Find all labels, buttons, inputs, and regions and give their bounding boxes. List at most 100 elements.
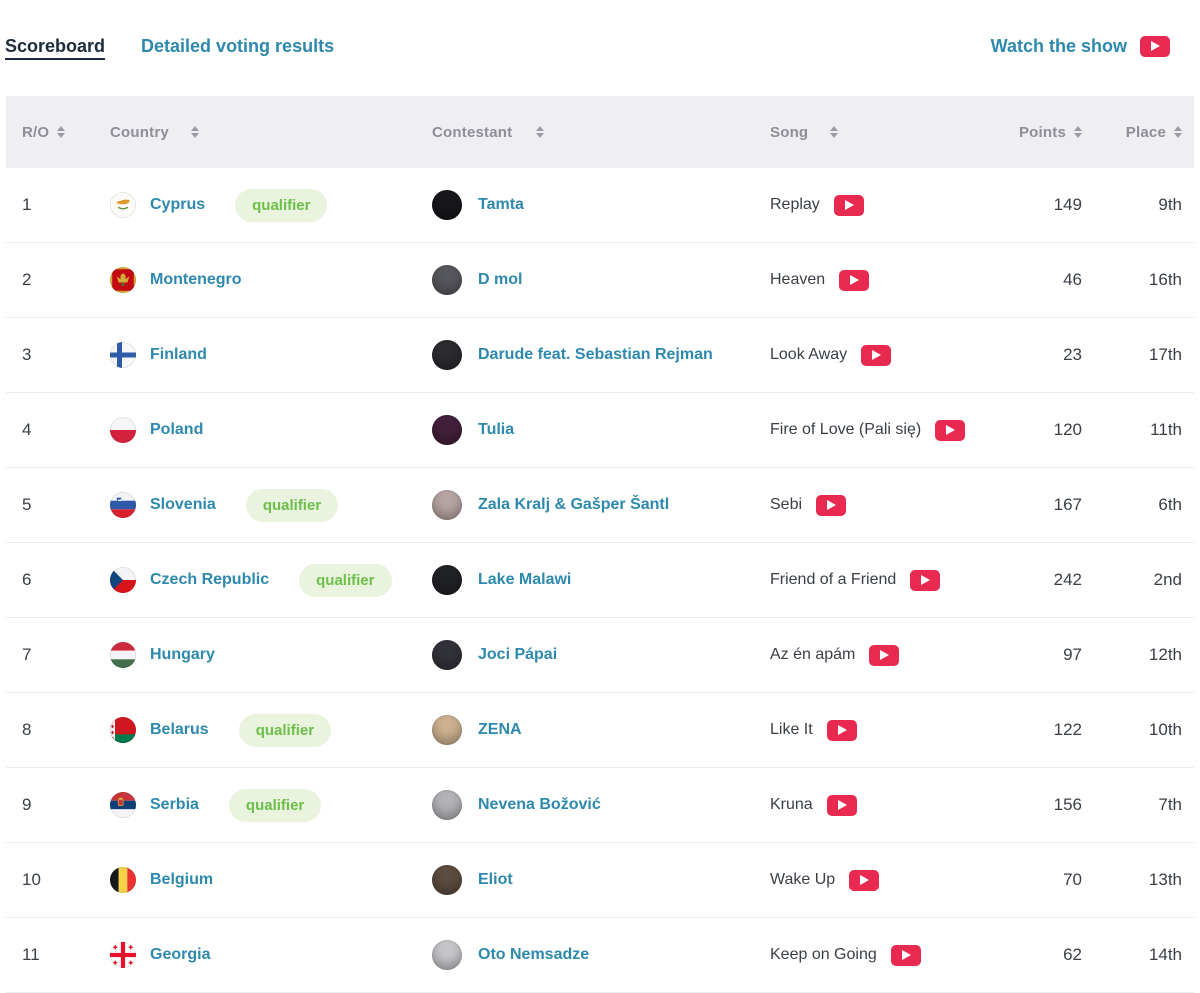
sort-header-run-order[interactable]: R/O xyxy=(6,124,110,141)
country-link[interactable]: Slovenia xyxy=(150,496,216,513)
contestant-cell: Lake Malawi xyxy=(432,565,770,595)
sort-header-country[interactable]: Country xyxy=(110,124,432,141)
youtube-play-icon[interactable] xyxy=(826,794,857,816)
table-row: 6 Czech Republic qualifier Lake Malawi Frien… xyxy=(6,543,1194,618)
song-cell: Wake Up xyxy=(770,869,974,891)
table-row: 9 Serbia qualifier Nevena Božović Kruna 156 7t… xyxy=(6,768,1194,843)
country-link[interactable]: Cyprus xyxy=(150,196,206,213)
serbia-flag-icon xyxy=(109,791,137,819)
watch-the-show-link[interactable]: Watch the show xyxy=(990,35,1170,57)
belgium-flag-icon xyxy=(109,866,137,894)
youtube-play-icon[interactable] xyxy=(839,269,870,291)
table-row: 8 Belarus qualifier ZENA Like It 122 10th xyxy=(6,693,1194,768)
country-cell: Czech Republic qualifier xyxy=(109,563,432,597)
table-body: 1 Cyprus qualifier Tamta Replay 149 9th 2 Monten… xyxy=(6,168,1194,993)
contestant-link[interactable]: Tulia xyxy=(478,421,515,438)
points-value: 167 xyxy=(1053,495,1082,514)
contestant-cell: Joci Pápai xyxy=(432,640,770,670)
sort-header-place[interactable]: Place xyxy=(1082,124,1194,141)
contestant-link[interactable]: Zala Kralj & Gašper Šantl xyxy=(478,496,670,513)
contestant-link[interactable]: ZENA xyxy=(478,721,522,738)
place-value: 13th xyxy=(1148,870,1182,889)
country-link[interactable]: Serbia xyxy=(150,796,199,813)
contestant-avatar xyxy=(432,490,462,520)
qualifier-badge: qualifier xyxy=(238,713,332,747)
country-cell: Poland xyxy=(109,416,432,444)
place-value: 2nd xyxy=(1153,570,1182,589)
youtube-play-icon[interactable] xyxy=(816,494,847,516)
contestant-link[interactable]: Lake Malawi xyxy=(478,571,572,588)
song-cell: Heaven xyxy=(770,269,974,291)
song-title: Look Away xyxy=(770,346,848,363)
contestant-link[interactable]: Eliot xyxy=(478,871,513,888)
top-navigation: Scoreboard Detailed voting results Watch… xyxy=(0,0,1200,66)
place-value: 12th xyxy=(1148,645,1182,664)
points-value: 46 xyxy=(1063,270,1082,289)
country-link[interactable]: Poland xyxy=(150,421,204,438)
run-order-value: 2 xyxy=(22,270,32,289)
sort-header-points[interactable]: Points xyxy=(974,124,1082,141)
country-link[interactable]: Georgia xyxy=(150,946,211,963)
contestant-cell: D mol xyxy=(432,265,770,295)
table-row: 3 Finland Darude feat. Sebastian Rejman Loo… xyxy=(6,318,1194,393)
country-cell: Belgium xyxy=(109,866,432,894)
tab-scoreboard[interactable]: Scoreboard xyxy=(5,35,106,56)
table-row: 4 Poland Tulia Fire of Love (Pali się) 120 11… xyxy=(6,393,1194,468)
country-cell: Cyprus qualifier xyxy=(109,188,432,222)
header-label-place: Place xyxy=(1125,123,1166,141)
georgia-flag-icon xyxy=(109,941,137,969)
run-order-value: 8 xyxy=(22,720,32,739)
place-value: 14th xyxy=(1148,945,1182,964)
song-title: Replay xyxy=(770,196,820,213)
contestant-cell: Eliot xyxy=(432,865,770,895)
run-order-value: 5 xyxy=(22,495,32,514)
tab-detailed-voting-results[interactable]: Detailed voting results xyxy=(141,35,335,56)
youtube-play-icon[interactable] xyxy=(826,719,857,741)
youtube-play-icon[interactable] xyxy=(890,944,921,966)
run-order-value: 11 xyxy=(22,945,40,964)
contestant-link[interactable]: Joci Pápai xyxy=(478,646,558,663)
sort-arrows-icon xyxy=(57,125,66,139)
hungary-flag-icon xyxy=(109,641,137,669)
contestant-link[interactable]: Darude feat. Sebastian Rejman xyxy=(478,346,713,363)
song-title: Fire of Love (Pali się) xyxy=(770,421,922,438)
country-link[interactable]: Czech Republic xyxy=(150,571,270,588)
contestant-link[interactable]: Oto Nemsadze xyxy=(478,946,590,963)
contestant-link[interactable]: Nevena Božović xyxy=(478,796,601,813)
points-value: 62 xyxy=(1063,945,1082,964)
finland-flag-icon xyxy=(109,341,137,369)
place-value: 17th xyxy=(1148,345,1182,364)
country-link[interactable]: Belarus xyxy=(150,721,209,738)
youtube-play-icon[interactable] xyxy=(869,644,900,666)
youtube-play-icon[interactable] xyxy=(910,569,941,591)
run-order-value: 9 xyxy=(22,795,32,814)
song-title: Sebi xyxy=(770,496,803,513)
contestant-link[interactable]: D mol xyxy=(478,271,523,288)
contestant-link[interactable]: Tamta xyxy=(478,196,524,213)
country-link[interactable]: Hungary xyxy=(150,646,215,663)
country-cell: Serbia qualifier xyxy=(109,788,432,822)
contestant-cell: Tamta xyxy=(432,190,770,220)
qualifier-badge: qualifier xyxy=(228,788,322,822)
watch-the-show-label: Watch the show xyxy=(990,35,1127,56)
song-cell: Replay xyxy=(770,194,974,216)
youtube-play-icon[interactable] xyxy=(849,869,880,891)
country-link[interactable]: Belgium xyxy=(150,871,214,888)
points-value: 122 xyxy=(1053,720,1082,739)
slovenia-flag-icon xyxy=(109,491,137,519)
contestant-cell: Zala Kralj & Gašper Šantl xyxy=(432,490,770,520)
points-value: 120 xyxy=(1053,420,1082,439)
youtube-play-icon[interactable] xyxy=(861,344,892,366)
youtube-play-icon[interactable] xyxy=(833,194,864,216)
contestant-avatar xyxy=(432,790,462,820)
sort-header-contestant[interactable]: Contestant xyxy=(432,124,770,141)
sort-header-song[interactable]: Song xyxy=(770,124,974,141)
country-link[interactable]: Finland xyxy=(150,346,207,363)
youtube-play-icon[interactable] xyxy=(935,419,966,441)
belarus-flag-icon xyxy=(109,716,137,744)
youtube-play-icon[interactable] xyxy=(1140,35,1170,57)
song-title: Wake Up xyxy=(770,871,836,888)
country-link[interactable]: Montenegro xyxy=(150,271,242,288)
song-title: Az én apám xyxy=(770,646,856,663)
table-row: 7 Hungary Joci Pápai Az én apám 97 12th xyxy=(6,618,1194,693)
